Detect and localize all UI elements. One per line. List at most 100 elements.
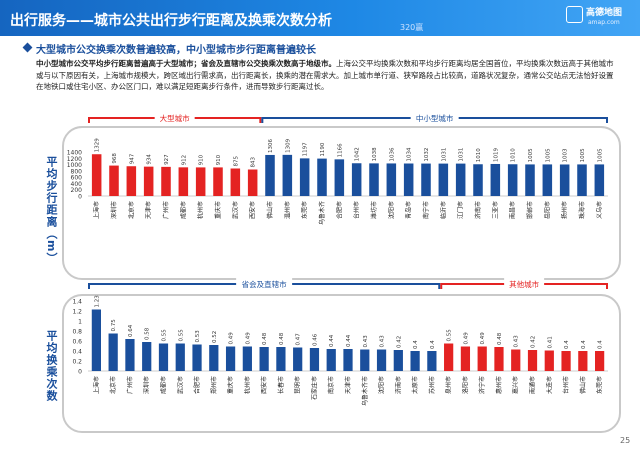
walking-category-label: 岳阳市	[543, 201, 551, 219]
transfer-group-label-bg	[504, 278, 545, 290]
walking-value-label: 1031	[441, 148, 447, 162]
header-bar: 出行服务——城市公共出行步行距离及换乘次数分析 320赢 高德地图 amap.c…	[0, 0, 640, 36]
transfer-bar	[158, 343, 169, 371]
walking-y-tick-label: 200	[71, 187, 83, 194]
walking-bar	[265, 154, 275, 196]
walking-value-label: 1309	[285, 138, 291, 152]
walking-category-label: 武汉市	[231, 201, 239, 219]
transfer-value-label: 0.42	[396, 336, 402, 348]
transfer-value-label: 0.75	[111, 319, 117, 332]
logo-url: amap.com	[588, 19, 620, 26]
transfer-bar	[276, 347, 286, 371]
walking-category-label: 合肥市	[335, 201, 343, 219]
transfer-value-label: 0.55	[447, 329, 453, 342]
transfer-value-label: 0.4	[413, 340, 419, 349]
transfer-y-tick-label: 0	[78, 369, 82, 376]
walking-bar	[161, 166, 171, 196]
walking-value-label: 1005	[580, 148, 586, 162]
transfer-bar	[125, 339, 135, 371]
walking-bar	[178, 167, 189, 196]
transfer-category-label: 太原市	[411, 376, 419, 394]
transfer-bar	[309, 348, 320, 371]
walking-value-label: 1197	[303, 142, 309, 156]
transfer-bar	[527, 350, 538, 371]
transfer-bar	[410, 351, 420, 371]
walking-value-label: 1166	[337, 143, 343, 157]
walking-value-label: 1031	[459, 148, 465, 162]
transfer-value-label: 0.41	[547, 336, 553, 348]
walking-value-label: 1329	[95, 138, 101, 152]
walking-category-label: 成都市	[179, 201, 187, 219]
transfer-category-label: 昆明市	[294, 376, 302, 394]
walking-bar	[455, 163, 466, 196]
transfer-value-label: 0.49	[463, 332, 469, 345]
walking-value-label: 927	[164, 154, 170, 165]
walking-bar	[386, 163, 397, 196]
walking-value-label: 934	[147, 154, 153, 165]
transfer-bar	[494, 347, 504, 371]
transfer-value-label: 0.49	[229, 332, 235, 345]
transfer-value-label: 0.47	[296, 333, 302, 346]
walking-value-label: 875	[233, 156, 239, 167]
transfer-value-label: 0.4	[430, 340, 436, 349]
walking-bar	[594, 164, 605, 196]
transfer-value-label: 0.53	[195, 330, 201, 343]
transfer-value-label: 0.64	[128, 324, 134, 337]
transfer-value-label: 0.48	[262, 332, 268, 345]
walking-category-label: 南昌市	[509, 201, 517, 219]
walking-bar	[438, 163, 449, 196]
transfer-bar	[393, 350, 403, 371]
transfer-bar	[444, 343, 454, 371]
description-body: 上海公交平均换乘次数和平均步行距离均居全国首位，平均换乘次数远高于其他城市或与以…	[36, 59, 614, 91]
transfer-category-label: 杭州市	[243, 376, 251, 394]
walking-value-label: 1005	[597, 148, 603, 162]
walking-value-label: 1034	[407, 147, 413, 161]
transfer-value-label: 0.43	[380, 335, 386, 348]
walking-value-label: 1010	[476, 148, 482, 162]
walking-bar	[317, 158, 327, 196]
transfer-bar	[326, 349, 336, 371]
transfer-value-label: 0.49	[480, 332, 486, 345]
walking-value-label: 1038	[372, 147, 378, 161]
transfer-category-label: 东莞市	[596, 376, 604, 394]
walking-group-label: 中小型城市	[416, 113, 454, 123]
transfer-category-label: 深圳市	[143, 376, 151, 394]
walking-category-label: 济南市	[474, 201, 482, 219]
transfer-bar	[427, 351, 437, 371]
transfer-value-label: 0.44	[346, 334, 352, 347]
walking-category-label: 江门市	[457, 201, 465, 219]
walking-category-label: 重庆市	[214, 201, 222, 219]
walking-group-label: 大型城市	[160, 113, 190, 123]
transfer-count-chart-panel	[62, 294, 621, 433]
transfer-category-label: 洛阳市	[461, 376, 469, 394]
walking-bar	[230, 168, 241, 196]
transfer-y-tick-label: 1	[78, 319, 82, 326]
transfer-bar	[293, 347, 303, 371]
transfer-value-label: 0.48	[497, 332, 503, 345]
transfer-value-label: 0.55	[161, 329, 167, 342]
walking-value-label: 1036	[389, 147, 395, 161]
transfer-y-tick-label: 0.6	[72, 339, 82, 346]
walking-bar	[213, 167, 223, 196]
walking-bar	[542, 164, 553, 196]
walking-category-label: 北京市	[127, 201, 135, 219]
transfer-bar	[561, 351, 571, 371]
walking-category-label: 深圳市	[110, 201, 118, 219]
walking-category-label: 天津市	[145, 201, 153, 219]
walking-category-label: 上海市	[93, 201, 101, 219]
transfer-category-label: 佛山市	[579, 376, 587, 394]
transfer-group-label-bg	[236, 278, 293, 290]
walking-category-label: 义乌市	[595, 201, 603, 219]
transfer-bar	[376, 349, 387, 371]
walking-bar	[351, 163, 362, 196]
walking-category-label: 台州市	[353, 201, 361, 219]
walking-value-label: 1003	[563, 148, 569, 162]
transfer-bar	[209, 345, 219, 371]
transfer-y-tick-label: 0.8	[72, 329, 82, 336]
walking-category-label: 潍坊市	[370, 201, 378, 219]
transfer-category-label: 惠州市	[495, 376, 503, 394]
walking-category-label: 扬州市	[561, 201, 569, 219]
walking-category-label: 临沂市	[439, 201, 447, 219]
walking-distance-chart-panel	[62, 126, 621, 280]
